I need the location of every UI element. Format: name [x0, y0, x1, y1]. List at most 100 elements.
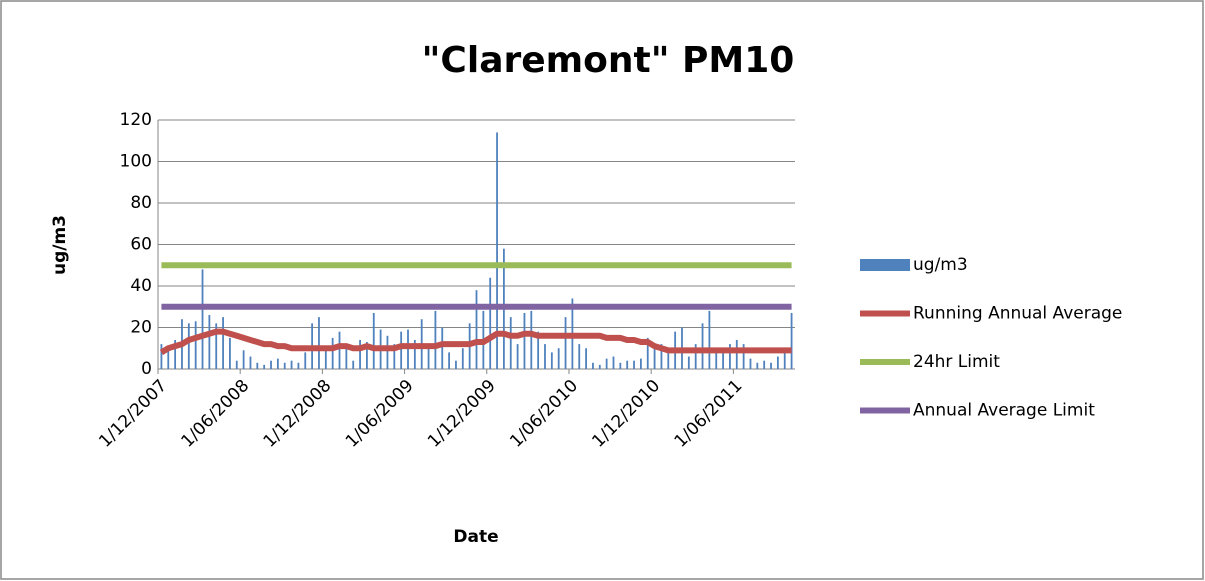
bar: [749, 358, 752, 369]
bar: [324, 348, 327, 369]
bar: [776, 356, 779, 369]
bar: [352, 360, 355, 369]
bar: [359, 339, 361, 369]
bar: [366, 342, 368, 369]
bar: [441, 327, 444, 369]
bar: [413, 339, 416, 369]
bar: [407, 329, 409, 369]
bar: [564, 317, 567, 369]
bar: [626, 360, 629, 369]
bar: [270, 360, 272, 369]
y-tick-label: 0: [141, 359, 152, 379]
bar: [557, 348, 560, 369]
bar: [297, 362, 300, 369]
legend-label: ug/m3: [913, 255, 968, 275]
bar: [550, 352, 553, 369]
bar: [639, 358, 642, 369]
bar: [290, 360, 293, 369]
bar: [455, 360, 457, 369]
bar: [687, 356, 690, 369]
bar: [598, 364, 601, 369]
bar: [605, 358, 608, 369]
bar: [585, 348, 587, 369]
y-tick-label: 100: [120, 152, 152, 172]
bar: [434, 310, 437, 369]
bar: [489, 277, 492, 369]
bar: [400, 331, 403, 369]
bar: [646, 337, 649, 369]
bar: [475, 290, 478, 369]
bar: [763, 360, 766, 369]
bar: [229, 337, 231, 369]
bar: [427, 344, 430, 369]
bar: [742, 344, 745, 369]
bar: [660, 344, 663, 369]
bar: [694, 344, 697, 369]
bar: [160, 344, 163, 369]
bar: [715, 348, 718, 369]
bar: [249, 356, 252, 369]
bar: [283, 362, 286, 369]
legend-label: 24hr Limit: [913, 352, 1000, 372]
chart-title: "Claremont" PM10: [422, 40, 795, 81]
legend-label: Annual Average Limit: [913, 401, 1095, 421]
bar: [592, 362, 594, 369]
bar: [516, 344, 519, 369]
bar: [393, 344, 396, 369]
bar: [729, 344, 731, 369]
bar: [386, 335, 389, 369]
bar: [194, 321, 197, 369]
bar: [201, 269, 204, 369]
y-tick-label: 120: [120, 110, 152, 130]
bar: [612, 356, 615, 369]
bar: [790, 312, 793, 369]
bar: [263, 364, 266, 369]
legend-swatch: [860, 259, 910, 271]
line: [159, 328, 792, 355]
bar: [701, 323, 704, 369]
bar: [187, 323, 190, 369]
bar: [167, 348, 170, 369]
bar: [372, 312, 375, 369]
bar: [331, 337, 334, 369]
bar: [722, 352, 724, 369]
legend-label: Running Annual Average: [913, 304, 1122, 324]
bar: [578, 344, 581, 369]
bar: [338, 331, 341, 369]
y-tick-label: 20: [130, 318, 152, 338]
bar: [735, 339, 738, 369]
bar: [215, 323, 218, 369]
x-axis-title: Date: [453, 527, 498, 547]
y-tick-label: 60: [130, 235, 152, 255]
bar: [235, 360, 238, 369]
bar: [242, 350, 245, 369]
bar: [633, 360, 635, 369]
bar: [174, 339, 177, 369]
bar: [461, 348, 464, 369]
bar: [345, 348, 348, 369]
bar: [708, 310, 711, 369]
bar: [756, 362, 759, 369]
bar: [667, 352, 670, 369]
bar: [530, 310, 533, 369]
bar: [256, 362, 259, 369]
bar: [653, 348, 656, 369]
bar: [304, 352, 307, 369]
y-axis-title: ug/m3: [50, 215, 70, 275]
bar: [523, 312, 526, 369]
bar: [783, 348, 786, 369]
bar: [544, 344, 546, 369]
bar: [619, 362, 622, 369]
bar: [222, 317, 224, 369]
bar: [208, 315, 211, 369]
bar: [509, 317, 512, 369]
y-tick-label: 40: [130, 276, 152, 296]
bar: [496, 132, 498, 369]
bar: [770, 362, 772, 369]
y-tick-label: 80: [130, 193, 152, 213]
bar: [276, 358, 279, 369]
bar: [537, 331, 540, 369]
bar: [448, 352, 451, 369]
